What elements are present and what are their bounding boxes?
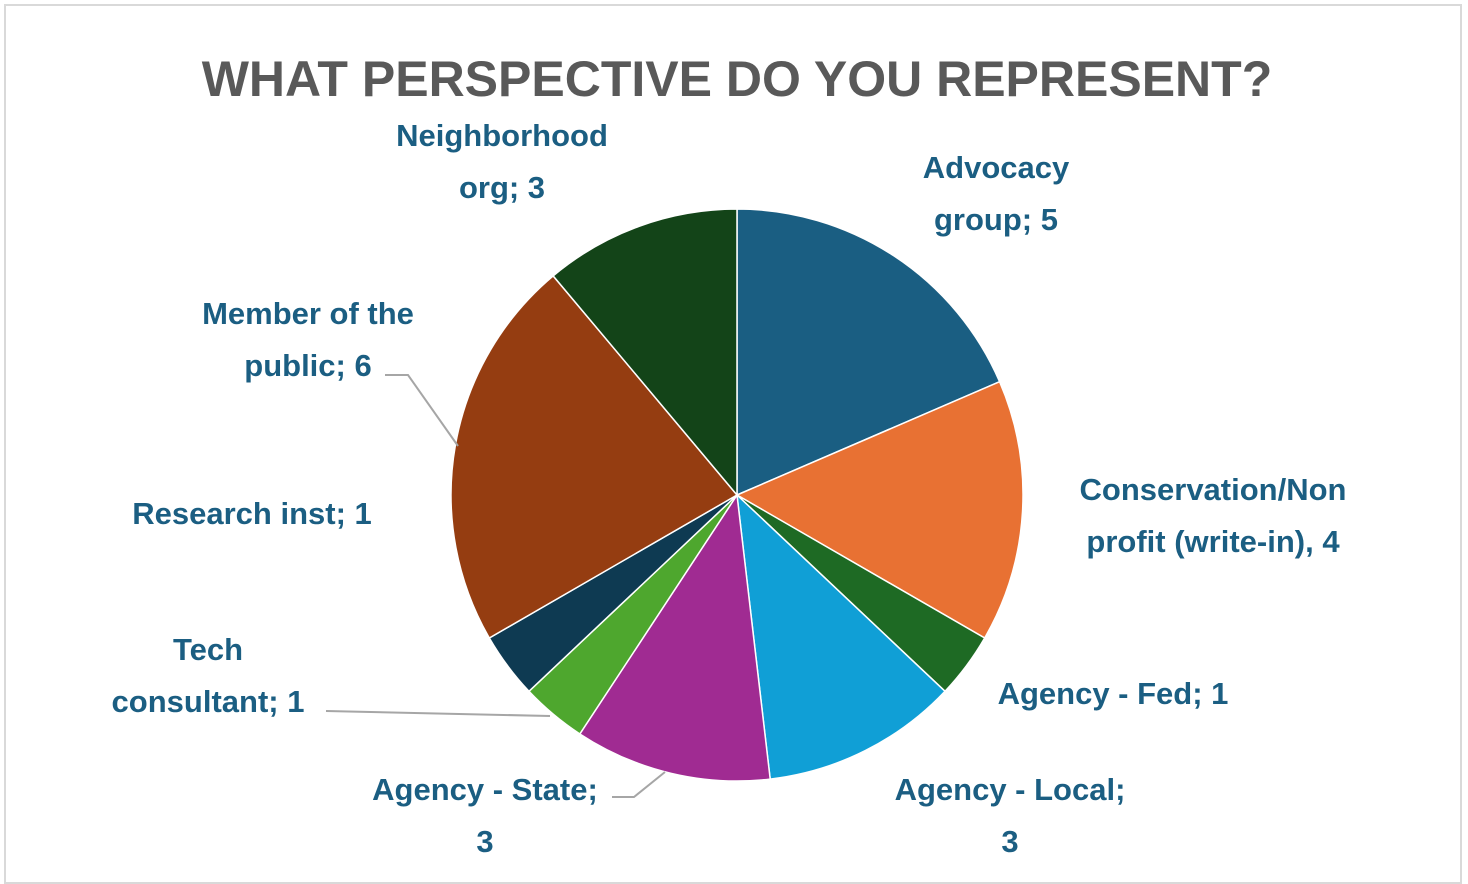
data-label-conservation-non-profit-write-in: Conservation/Non profit (write-in), 4 <box>1080 472 1347 559</box>
data-label-tech-consultant: Tech consultant; 1 <box>112 632 305 719</box>
slice-labels: Advocacy group; 5 Conservation/Non profit (… <box>112 118 1347 859</box>
pie-slice-advocacy-group <box>736 208 1001 497</box>
leader-line-agency-state <box>612 771 666 798</box>
data-label-agency-local: Agency - Local; 3 <box>895 772 1126 859</box>
data-label-agency-state: Agency - State; 3 <box>372 772 598 859</box>
data-label-neighborhood-org: Neighborhood org; 3 <box>396 118 608 205</box>
data-label-member-of-the-public: Member of the public; 6 <box>202 296 414 383</box>
pie-slice-member-of-the-public <box>450 274 739 640</box>
chart-title: WHAT PERSPECTIVE DO YOU REPRESENT? <box>202 51 1273 107</box>
leader-line-member-of-the-public <box>385 374 459 447</box>
leader-lines <box>325 374 666 798</box>
pie-slices <box>450 208 1024 782</box>
pie-slice-agency-local <box>736 493 947 780</box>
leader-line-tech-consultant <box>325 710 551 717</box>
data-label-advocacy-group: Advocacy group; 5 <box>923 150 1070 237</box>
data-label-research-inst: Research inst; 1 <box>132 496 372 531</box>
pie-slice-conservation-non-profit-write-in <box>735 380 1024 640</box>
pie-slice-agency-state <box>578 492 772 782</box>
data-label-agency-fed: Agency - Fed; 1 <box>998 676 1229 711</box>
pie-slice-neighborhood-org <box>552 208 738 498</box>
